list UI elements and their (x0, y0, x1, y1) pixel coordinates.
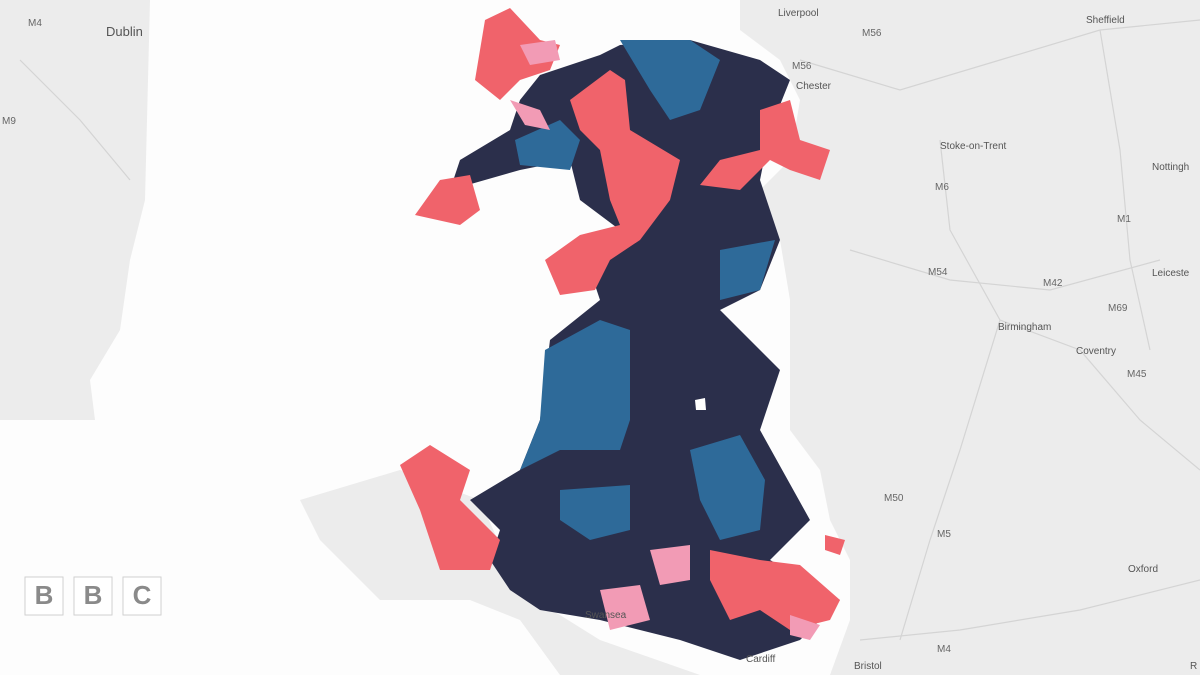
road (1099, 29, 1151, 351)
logo-box (122, 576, 162, 616)
road-label: M54 (928, 267, 948, 278)
region (790, 615, 820, 640)
region (475, 8, 560, 100)
road-label: M5 (937, 529, 951, 540)
road-label: M56 (862, 28, 882, 39)
road-label: M69 (1108, 303, 1128, 314)
place-label: Coventry (1076, 346, 1116, 357)
ireland-land (0, 0, 150, 420)
place-label: Bristol (854, 661, 882, 672)
place-label: Nottingh (1152, 162, 1189, 173)
region (545, 70, 680, 295)
road-label: M1 (1117, 214, 1131, 225)
region (560, 485, 630, 540)
road-label: M6 (935, 182, 949, 193)
place-label: Leiceste (1152, 268, 1190, 279)
place-label: Birmingham (998, 322, 1051, 333)
road (19, 59, 131, 181)
region (700, 100, 830, 190)
logo-box (24, 576, 64, 616)
logo-letter: B (84, 580, 103, 610)
road (899, 319, 1001, 641)
place-label: Oxford (1128, 564, 1158, 575)
road-label: M9 (2, 116, 16, 127)
region (690, 435, 765, 540)
region (600, 585, 650, 630)
region (650, 545, 690, 585)
place-label: Stoke-on-Trent (940, 141, 1007, 152)
place-label: Dublin (106, 24, 143, 39)
england-land (740, 0, 1200, 675)
region (710, 550, 840, 630)
place-label: Sheffield (1086, 15, 1125, 26)
region (510, 100, 550, 130)
place-label: Swansea (585, 610, 627, 621)
road-label: M4 (937, 644, 951, 655)
region (515, 120, 580, 170)
bbc-logo: B B C (24, 576, 162, 616)
road (849, 249, 1161, 291)
road-label: M45 (1127, 369, 1147, 380)
roads (19, 19, 1200, 641)
road-label: M50 (884, 493, 904, 504)
logo-box (73, 576, 113, 616)
region (720, 240, 775, 300)
road-label: M4 (28, 18, 42, 29)
place-label: Chester (796, 81, 832, 92)
region (825, 535, 845, 555)
place-label: Cardiff (746, 654, 775, 665)
region (620, 40, 720, 120)
place-label: R (1190, 661, 1197, 672)
region (415, 175, 480, 225)
logo-letter: B (35, 580, 54, 610)
region (695, 398, 706, 410)
road-label: M42 (1043, 278, 1063, 289)
road (939, 139, 1200, 471)
road-label: M56 (792, 61, 812, 72)
logo-letter: C (133, 580, 152, 610)
region (400, 445, 500, 570)
region (520, 40, 560, 65)
place-label: Liverpool (778, 8, 819, 19)
region (520, 320, 630, 470)
wales-regions (400, 8, 845, 660)
road (859, 579, 1200, 641)
place-labels: M4 Dublin M9 Liverpool Sheffield M56 M56… (2, 8, 1197, 672)
road (799, 19, 1200, 91)
